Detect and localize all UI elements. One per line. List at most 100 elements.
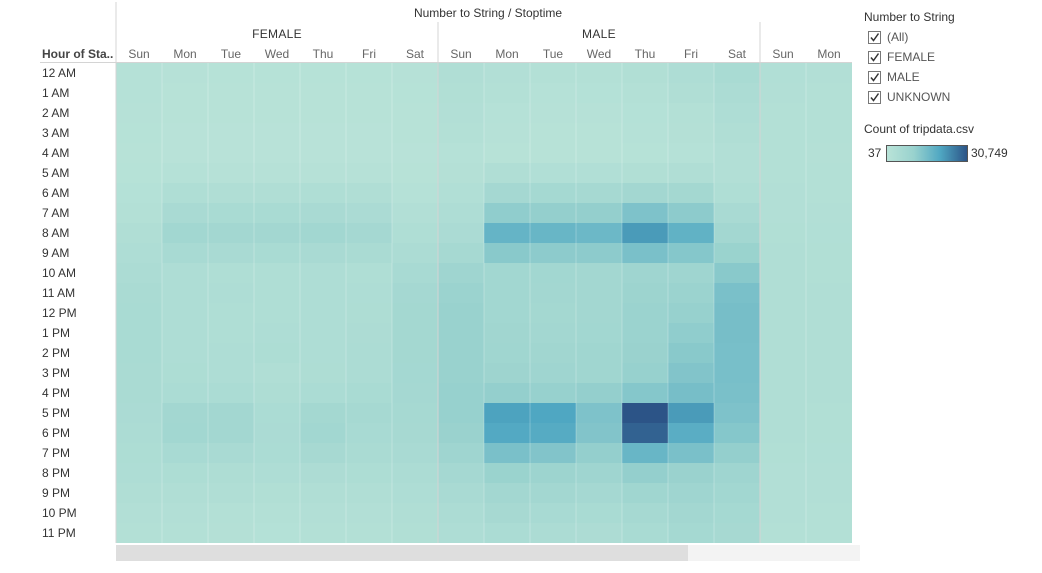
heatmap-cell[interactable] — [162, 243, 208, 263]
heatmap-cell[interactable] — [622, 483, 668, 503]
heatmap-cell[interactable] — [254, 303, 300, 323]
heatmap-cell[interactable] — [254, 103, 300, 123]
heatmap-cell[interactable] — [300, 403, 346, 423]
heatmap-cell[interactable] — [714, 203, 760, 223]
heatmap-cell[interactable] — [714, 383, 760, 403]
checkbox-icon[interactable] — [868, 30, 881, 44]
heatmap-cell[interactable] — [300, 203, 346, 223]
heatmap-cell[interactable] — [208, 363, 254, 383]
heatmap-cell[interactable] — [668, 503, 714, 523]
filter-item[interactable]: MALE — [868, 69, 920, 85]
heatmap-cell[interactable] — [116, 383, 162, 403]
heatmap-cell[interactable] — [438, 483, 484, 503]
heatmap-cell[interactable] — [668, 103, 714, 123]
heatmap-cell[interactable] — [300, 443, 346, 463]
heatmap-cell[interactable] — [392, 343, 438, 363]
heatmap-cell[interactable] — [714, 163, 760, 183]
heatmap-cell[interactable] — [484, 343, 530, 363]
heatmap-cell[interactable] — [668, 403, 714, 423]
heatmap-cell[interactable] — [576, 263, 622, 283]
heatmap-cell[interactable] — [484, 443, 530, 463]
heatmap-cell[interactable] — [622, 463, 668, 483]
heatmap-cell[interactable] — [714, 283, 760, 303]
heatmap-cell[interactable] — [438, 503, 484, 523]
heatmap-cell[interactable] — [576, 483, 622, 503]
heatmap-cell[interactable] — [576, 103, 622, 123]
heatmap-cell[interactable] — [622, 223, 668, 243]
heatmap-cell[interactable] — [346, 283, 392, 303]
heatmap-cell[interactable] — [668, 303, 714, 323]
heatmap-cell[interactable] — [116, 283, 162, 303]
heatmap-cell[interactable] — [254, 283, 300, 303]
heatmap-cell[interactable] — [576, 163, 622, 183]
heatmap-cell[interactable] — [346, 83, 392, 103]
heatmap-cell[interactable] — [346, 63, 392, 83]
heatmap-cell[interactable] — [162, 443, 208, 463]
heatmap-cell[interactable] — [714, 183, 760, 203]
heatmap-cell[interactable] — [254, 423, 300, 443]
heatmap-cell[interactable] — [392, 123, 438, 143]
heatmap-cell[interactable] — [806, 243, 852, 263]
heatmap-cell[interactable] — [760, 183, 806, 203]
heatmap-cell[interactable] — [162, 163, 208, 183]
heatmap-cell[interactable] — [806, 483, 852, 503]
heatmap-cell[interactable] — [162, 143, 208, 163]
heatmap-cell[interactable] — [254, 363, 300, 383]
heatmap-cell[interactable] — [300, 63, 346, 83]
heatmap-cell[interactable] — [300, 263, 346, 283]
heatmap-cell[interactable] — [530, 183, 576, 203]
heatmap-cell[interactable] — [392, 403, 438, 423]
heatmap-cell[interactable] — [576, 123, 622, 143]
heatmap-cell[interactable] — [530, 263, 576, 283]
heatmap-cell[interactable] — [208, 383, 254, 403]
heatmap-cell[interactable] — [576, 323, 622, 343]
heatmap-cell[interactable] — [346, 263, 392, 283]
heatmap-cell[interactable] — [438, 283, 484, 303]
heatmap-cell[interactable] — [208, 143, 254, 163]
heatmap-cell[interactable] — [438, 183, 484, 203]
heatmap-cell[interactable] — [576, 83, 622, 103]
heatmap-cell[interactable] — [668, 203, 714, 223]
heatmap-cell[interactable] — [530, 483, 576, 503]
heatmap-cell[interactable] — [392, 203, 438, 223]
heatmap-cell[interactable] — [530, 363, 576, 383]
heatmap-cell[interactable] — [760, 63, 806, 83]
heatmap-cell[interactable] — [576, 403, 622, 423]
heatmap-cell[interactable] — [116, 203, 162, 223]
heatmap-cell[interactable] — [668, 123, 714, 143]
heatmap-cell[interactable] — [346, 463, 392, 483]
heatmap-cell[interactable] — [438, 143, 484, 163]
heatmap-cell[interactable] — [484, 303, 530, 323]
heatmap-cell[interactable] — [668, 223, 714, 243]
heatmap-cell[interactable] — [622, 343, 668, 363]
heatmap-cell[interactable] — [530, 523, 576, 543]
heatmap-cell[interactable] — [208, 303, 254, 323]
heatmap-cell[interactable] — [254, 203, 300, 223]
heatmap-cell[interactable] — [622, 323, 668, 343]
heatmap-cell[interactable] — [300, 183, 346, 203]
heatmap-cell[interactable] — [162, 103, 208, 123]
heatmap-cell[interactable] — [806, 283, 852, 303]
heatmap-cell[interactable] — [530, 243, 576, 263]
heatmap-cell[interactable] — [576, 223, 622, 243]
heatmap-cell[interactable] — [714, 443, 760, 463]
heatmap-cell[interactable] — [622, 383, 668, 403]
heatmap-cell[interactable] — [668, 183, 714, 203]
heatmap-cell[interactable] — [668, 343, 714, 363]
heatmap-cell[interactable] — [392, 263, 438, 283]
heatmap-cell[interactable] — [116, 443, 162, 463]
heatmap-cell[interactable] — [346, 443, 392, 463]
heatmap-cell[interactable] — [668, 383, 714, 403]
heatmap-cell[interactable] — [208, 343, 254, 363]
heatmap-cell[interactable] — [346, 243, 392, 263]
heatmap-cell[interactable] — [162, 223, 208, 243]
heatmap-cell[interactable] — [392, 383, 438, 403]
heatmap-cell[interactable] — [530, 403, 576, 423]
heatmap-cell[interactable] — [530, 83, 576, 103]
heatmap-cell[interactable] — [806, 383, 852, 403]
heatmap-cell[interactable] — [438, 83, 484, 103]
heatmap-cell[interactable] — [438, 383, 484, 403]
heatmap-cell[interactable] — [300, 323, 346, 343]
heatmap-cell[interactable] — [162, 523, 208, 543]
heatmap-cell[interactable] — [208, 63, 254, 83]
